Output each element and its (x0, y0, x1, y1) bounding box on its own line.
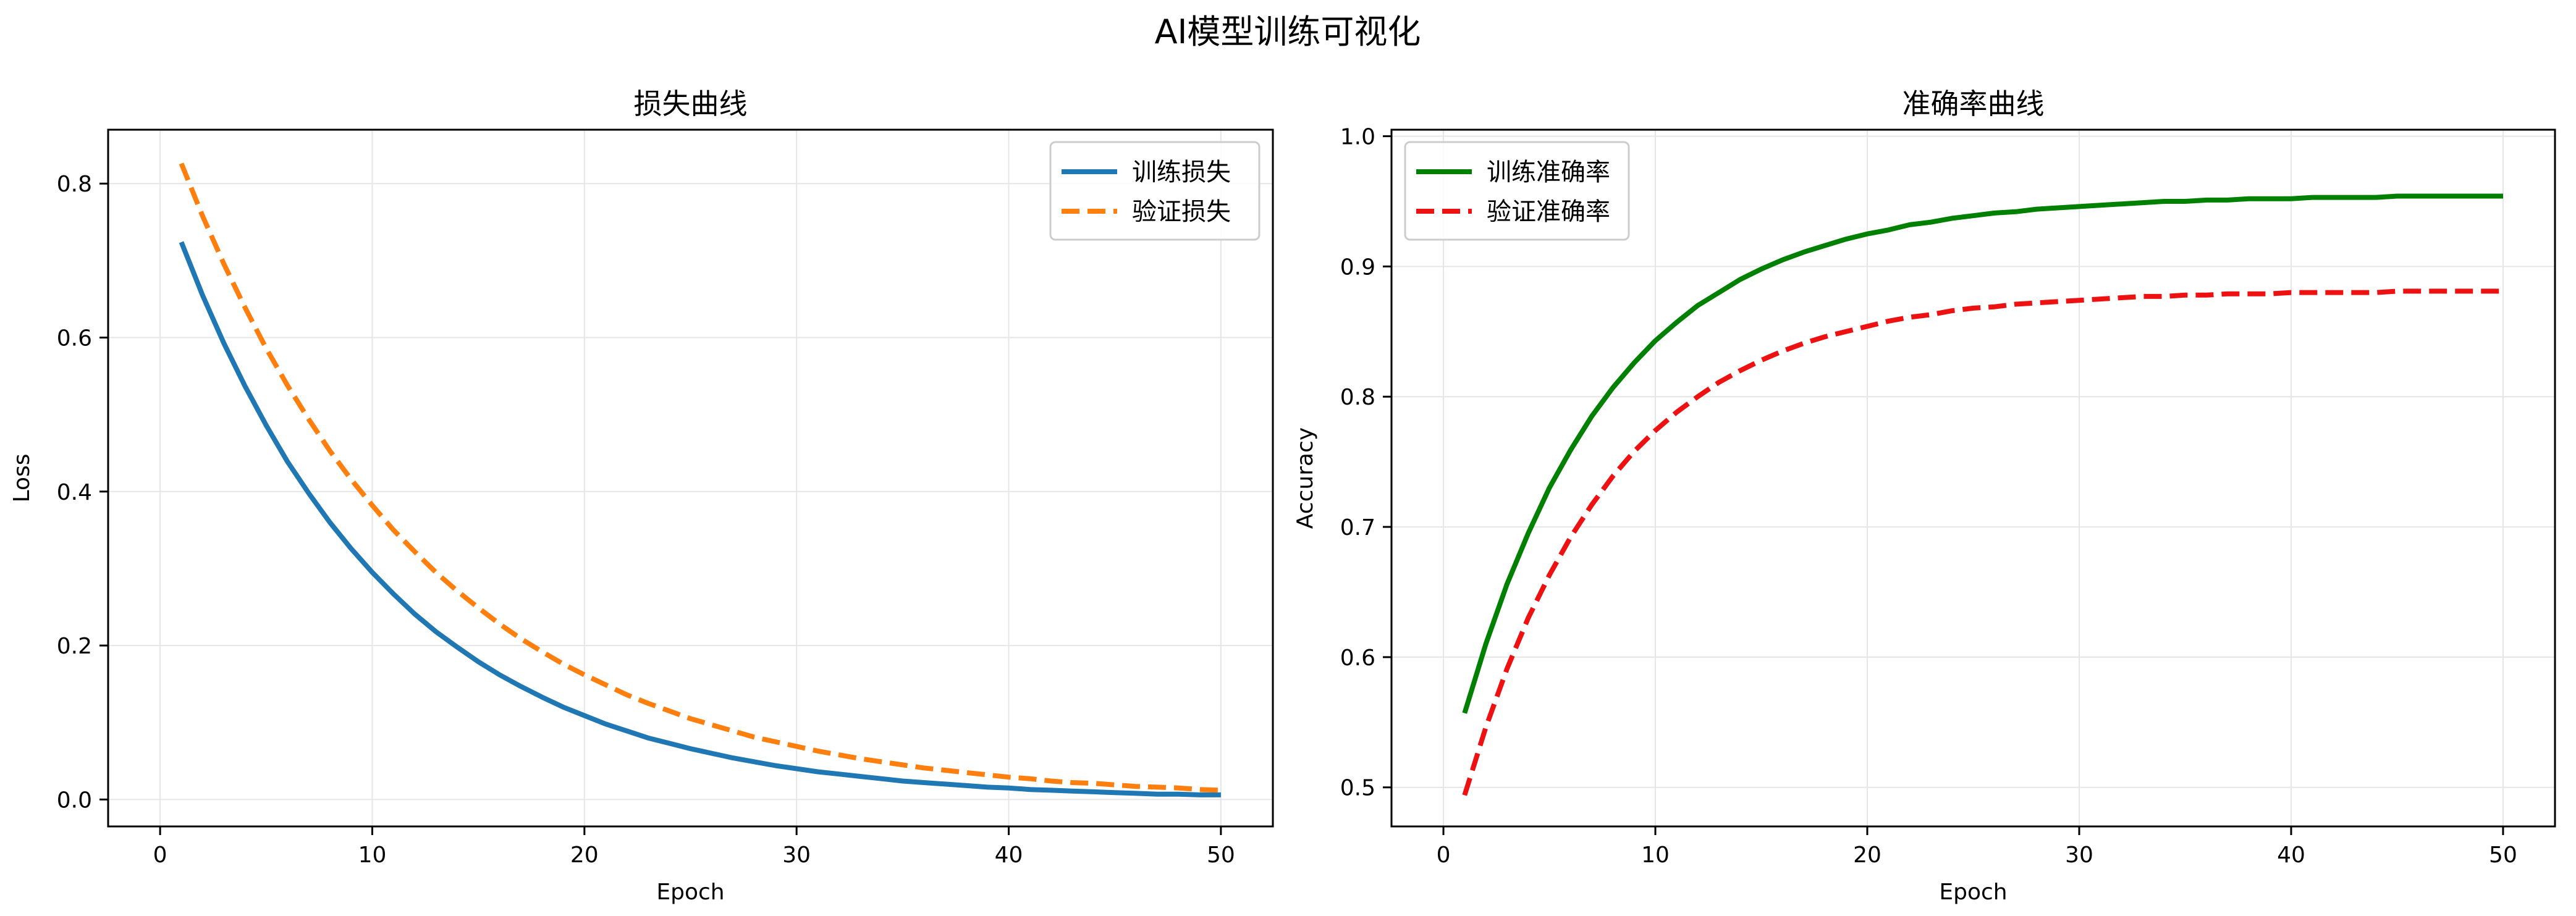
accuracy-x-tick-label-0: 0 (1437, 842, 1451, 868)
accuracy-legend-frame (1404, 141, 1630, 241)
loss-x-tick-label-2: 20 (570, 842, 599, 868)
accuracy-x-axis-label: Epoch (1939, 880, 2007, 905)
loss-x-tick-label-4: 40 (995, 842, 1023, 868)
accuracy-y-tick-label-4: 0.9 (1340, 254, 1375, 280)
accuracy-legend-label-1: 验证准确率 (1487, 198, 1610, 226)
accuracy-x-tick-label-4: 40 (2277, 842, 2305, 868)
accuracy-chart: 0 10 20 30 40 50 0.5 0.6 0.7 0.8 0.9 1.0 准确率曲线 Epoch A… (1293, 87, 2556, 905)
accuracy-x-tick-label-5: 50 (2489, 842, 2517, 868)
loss-x-tick-label-5: 50 (1207, 842, 1235, 868)
accuracy-y-axis-label: Accuracy (1293, 427, 1318, 529)
loss-series-line-0 (179, 241, 1221, 797)
loss-x-axis-label: Epoch (656, 880, 724, 905)
accuracy-y-tick-label-1: 0.6 (1340, 645, 1375, 671)
accuracy-series-line-0 (1462, 193, 2503, 714)
accuracy-x-tick-label-2: 20 (1853, 842, 1881, 868)
accuracy-y-tick-label-2: 0.7 (1340, 515, 1375, 540)
loss-series-line-1 (179, 162, 1222, 793)
loss-axes-frame (107, 128, 1274, 828)
loss-legend-frame (1049, 141, 1261, 241)
loss-legend-label-1: 验证损失 (1132, 198, 1231, 226)
accuracy-y-tick-label-5: 1.0 (1340, 125, 1375, 150)
accuracy-legend-label-0: 训练准确率 (1487, 158, 1610, 187)
loss-y-axis-label: Loss (9, 454, 35, 503)
loss-y-tick-label-4: 0.8 (57, 172, 92, 197)
accuracy-x-tick-label-1: 10 (1641, 842, 1670, 868)
accuracy-chart-title: 准确率曲线 (1902, 87, 2045, 120)
loss-x-tick-label-3: 30 (782, 842, 811, 868)
accuracy-series-line-1 (1462, 288, 2503, 796)
loss-y-tick-label-3: 0.6 (57, 326, 92, 351)
loss-x-tick-label-0: 0 (153, 842, 167, 868)
loss-y-tick-label-2: 0.4 (57, 480, 92, 505)
loss-x-tick-label-1: 10 (358, 842, 387, 868)
loss-y-tick-label-0: 0.0 (57, 788, 92, 813)
accuracy-x-tick-label-3: 30 (2065, 842, 2093, 868)
accuracy-y-tick-label-3: 0.8 (1340, 385, 1375, 410)
accuracy-y-tick-label-0: 0.5 (1340, 776, 1375, 801)
figure-title: AI模型训练可视化 (1155, 12, 1421, 51)
loss-legend-label-0: 训练损失 (1132, 158, 1231, 187)
loss-y-tick-label-1: 0.2 (57, 634, 92, 659)
loss-chart-title: 损失曲线 (634, 87, 748, 120)
accuracy-axes-frame (1390, 128, 2556, 828)
loss-chart: 0 10 20 30 40 50 0.0 0.2 0.4 0.6 0.8 损失曲线 Epoch Loss 训… (9, 87, 1274, 905)
